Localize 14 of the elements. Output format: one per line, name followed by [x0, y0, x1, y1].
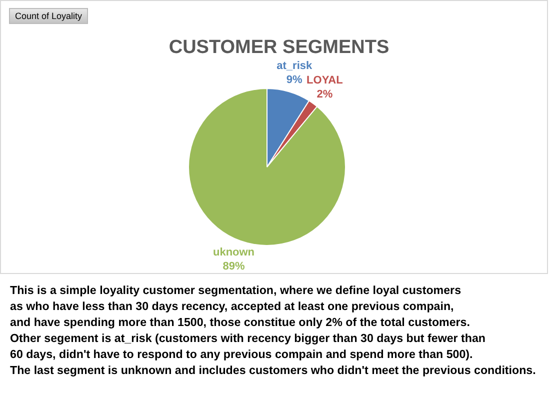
- data-label: 2%: [316, 88, 333, 101]
- text: as who have less than 30 days recency, accepted at least one previous compain,: [10, 299, 455, 315]
- data-label: 9%: [286, 74, 303, 86]
- slice-label: uknown: [212, 246, 255, 258]
- slice-label: at_risk: [276, 60, 313, 72]
- text: and have spending more than 1500, those constitue only 2% of the total customers.: [10, 315, 471, 331]
- chart-title: CUSTOMER SEGMENTS: [168, 37, 390, 58]
- data-label: 89%: [222, 260, 245, 272]
- text: Other segement is at_risk (customers with recency bigger than 30 days but fewer than: [10, 331, 486, 347]
- text: Count of Loyality: [9, 8, 88, 24]
- text: 60 days, didn't have to respond to any previous compain and spend more than 500).: [10, 347, 474, 363]
- text: This is a simple loyality customer segmentation, where we define loyal customers: [10, 283, 462, 299]
- slice-label: LOYAL: [306, 74, 344, 87]
- text: The last segment is unknown and includes customers who didn't meet the previous conditions.: [10, 363, 536, 379]
